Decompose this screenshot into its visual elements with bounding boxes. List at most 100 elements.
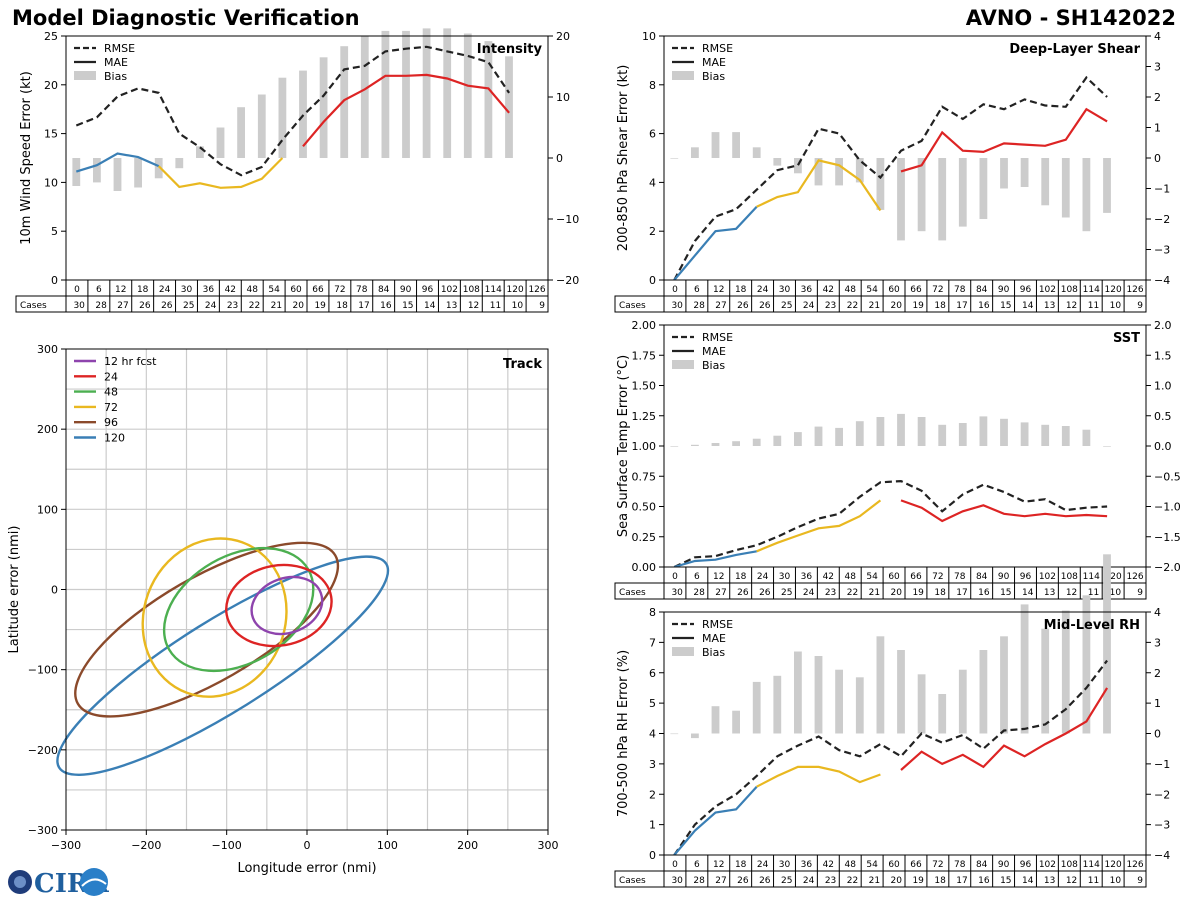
track-ellipse-24 [225,563,333,648]
rh-cases-cell: 13 [1044,876,1055,886]
intensity-lead-cell: 108 [463,285,480,295]
shear-rmse-line [673,75,1108,281]
track-ellipse-12-hr-fcst [250,575,324,636]
shear-lead-cell: 42 [823,285,834,295]
sst-ylabel: Sea Surface Temp Error (°C) [616,355,631,537]
intensity-bias-bar [154,158,163,179]
rh-cases-cell: 14 [1022,876,1034,886]
intensity-lead-cell: 6 [96,285,102,295]
intensity-ytick-label: 20 [44,79,58,92]
track-legend-label: 12 hr fcst [104,355,157,368]
sst-bias-bar [897,413,905,446]
shear-cases-cell: 15 [1000,301,1011,311]
sst-lead-cell: 66 [910,572,922,582]
intensity-legend-rmse: RMSE [104,42,135,55]
rh-lead-cell: 96 [1020,860,1032,870]
rh-bias-bar [917,674,926,734]
rh-cases-cell: 9 [1137,876,1143,886]
sst-lead-cell: 18 [735,572,747,582]
intensity-y2tick-label: 0 [556,152,563,165]
sst-bias-bar [1061,426,1070,446]
rh-lead-cell: 120 [1105,860,1122,870]
shear-cases-cell: 13 [1044,301,1055,311]
sst-y2tick-label: 0.5 [1154,410,1172,423]
shear-cases-cell: 14 [1022,301,1034,311]
rh-bias-bar [938,694,947,734]
shear-y2tick-label: 2 [1154,91,1161,104]
intensity-cases-cell: 10 [512,301,524,311]
shear-lead-cell: 78 [954,285,966,295]
sst-bias-bar [1082,429,1091,446]
sst-lead-cell: 72 [932,572,943,582]
intensity-ytick-label: 0 [51,274,58,287]
sst-legend-bias-swatch [672,360,694,369]
shear-cases-cell: 12 [1066,301,1077,311]
sst-cases-cell: 27 [715,588,726,598]
rh-ytick-label: 5 [649,697,656,710]
track-ytick-label: 100 [37,503,58,516]
intensity-cases-cell: 9 [539,301,545,311]
intensity-bias-bar [422,28,431,159]
rh-lead-cell: 42 [823,860,834,870]
intensity-lead-cell: 30 [181,285,193,295]
sst-bias-bar [958,423,967,446]
rh-cases-label: Cases [619,876,646,886]
rh-lead-cell: 114 [1083,860,1100,870]
intensity-cases-cell: 11 [490,301,501,311]
track-xtick-label: 0 [304,839,311,852]
intensity-cases-cell: 21 [271,301,282,311]
rh-bias-bar [897,650,905,734]
shear-y2tick-label: −2 [1154,213,1170,226]
rh-lead-cell: 90 [998,860,1010,870]
rh-lead-cell: 66 [910,860,922,870]
sst-lead-cell: 84 [976,572,988,582]
sst-y2tick-label: 0.0 [1154,440,1172,453]
intensity-bias-bar [340,46,349,159]
shear-y2tick-label: −3 [1154,244,1170,257]
sst-lead-cell: 78 [954,572,966,582]
intensity-bias-bar [113,158,122,191]
rh-mae-line-1 [756,765,881,788]
rh-lead-cell: 102 [1039,860,1056,870]
shear-cases-cell: 23 [825,301,836,311]
rh-cases-cell: 18 [934,876,946,886]
rh-bias-bar [711,706,720,734]
track-legend-label: 96 [104,416,118,429]
intensity-lead-cell: 24 [159,285,171,295]
shear-cases-cell: 19 [912,301,924,311]
rh-cases-cell: 28 [693,876,705,886]
shear-lead-cell: 18 [735,285,747,295]
shear-lead-cell: 72 [932,285,943,295]
intensity-lead-cell: 120 [507,285,524,295]
sst-ytick-label: 1.00 [632,440,657,453]
sst-bias-bar [670,446,679,447]
shear-bias-bar [876,158,885,210]
rh-ylabel: 700-500 hPa RH Error (%) [616,650,631,817]
intensity-bias-bar [381,30,390,158]
sst-lead-cell: 120 [1105,572,1122,582]
shear-y2tick-label: 4 [1154,30,1161,43]
sst-cases-cell: 12 [1066,588,1077,598]
intensity-rmse-line [75,45,511,177]
shear-cases-cell: 24 [803,301,815,311]
shear-y2tick-label: −4 [1154,274,1170,287]
intensity-lead-cell: 12 [115,285,126,295]
rh-bias-bar [835,669,843,734]
shear-lead-cell: 60 [888,285,900,295]
rh-legend-bias-swatch [672,647,694,656]
track-ytick-label: 300 [37,343,58,356]
shear-ylabel: 200-850 hPa Shear Error (kt) [616,65,631,252]
track-ellipse-120 [56,555,390,776]
track-ylabel: Latitude error (nmi) [7,526,22,654]
shear-lead-cell: 54 [866,285,878,295]
sst-lead-cell: 54 [866,572,878,582]
intensity-y2tick-label: −10 [556,213,579,226]
shear-bias-bar [917,158,926,232]
sst-lead-cell: 126 [1126,572,1143,582]
intensity-bias-bar [175,158,184,169]
sst-y2tick-label: 2.0 [1154,319,1172,332]
rh-mae-line-2 [900,687,1109,771]
shear-mae-line-1 [756,159,882,212]
rh-ytick-label: 2 [649,788,656,801]
